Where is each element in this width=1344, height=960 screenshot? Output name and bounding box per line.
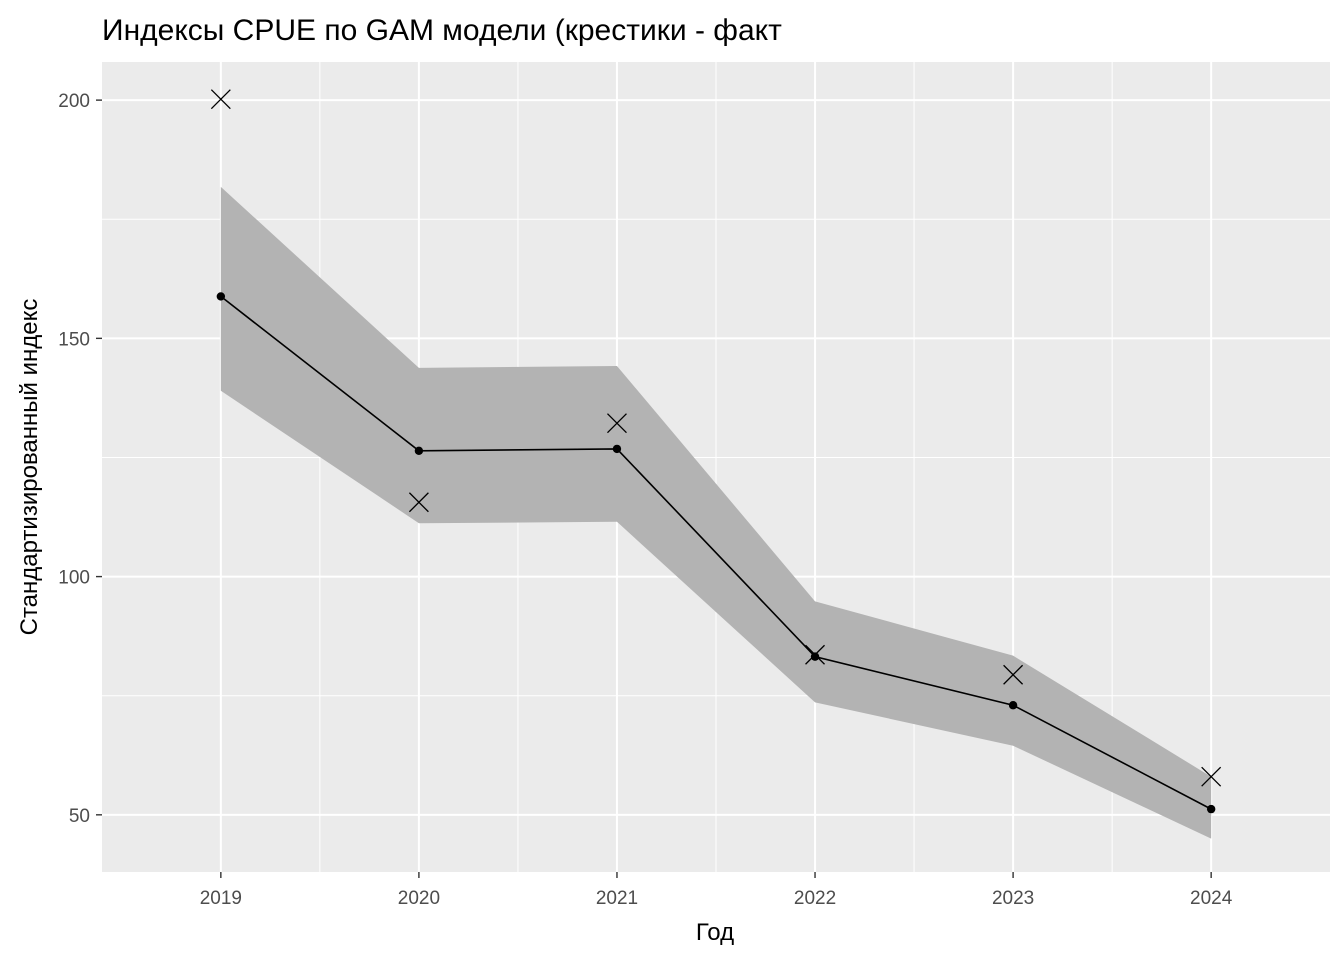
x-tick-label: 2024 [1190, 888, 1233, 909]
x-tick-label: 2022 [794, 888, 836, 909]
x-tick-label: 2019 [200, 888, 242, 909]
observed-cross [805, 644, 825, 665]
observed-cross [210, 89, 231, 110]
model-point [612, 444, 622, 454]
y-tick-label: 100 [58, 568, 90, 589]
observed-crosses [210, 89, 1222, 787]
x-tick-label: 2023 [992, 888, 1034, 909]
model-points [216, 292, 1216, 814]
observed-cross [1003, 664, 1024, 685]
observed-cross [408, 492, 429, 513]
model-point [810, 652, 820, 661]
model-point [1206, 804, 1216, 814]
model-line [220, 295, 1212, 810]
observed-cross [1201, 766, 1222, 787]
confidence-ribbon [220, 186, 1212, 839]
x-axis-label: Год [696, 919, 734, 946]
y-axis: 50 100 150 200 [58, 91, 102, 827]
minor-gridlines [102, 62, 1330, 872]
x-tick-label: 2021 [596, 888, 638, 909]
model-point [216, 292, 226, 301]
y-tick-label: 200 [58, 91, 90, 112]
model-line-path [220, 295, 1212, 810]
observed-cross [607, 413, 627, 434]
y-tick-label: 50 [69, 806, 90, 827]
y-axis-label: Стандартизированный индекс [16, 299, 43, 636]
x-tick-label: 2020 [398, 888, 440, 909]
confidence-band [220, 186, 1212, 839]
x-axis: 2019 2020 2021 2022 2023 2024 [200, 872, 1233, 909]
model-point [414, 446, 424, 455]
chart-title: Индексы CPUE по GAM модели (крестики - ф… [102, 14, 782, 47]
model-point [1008, 701, 1018, 710]
y-tick-label: 150 [58, 329, 90, 350]
